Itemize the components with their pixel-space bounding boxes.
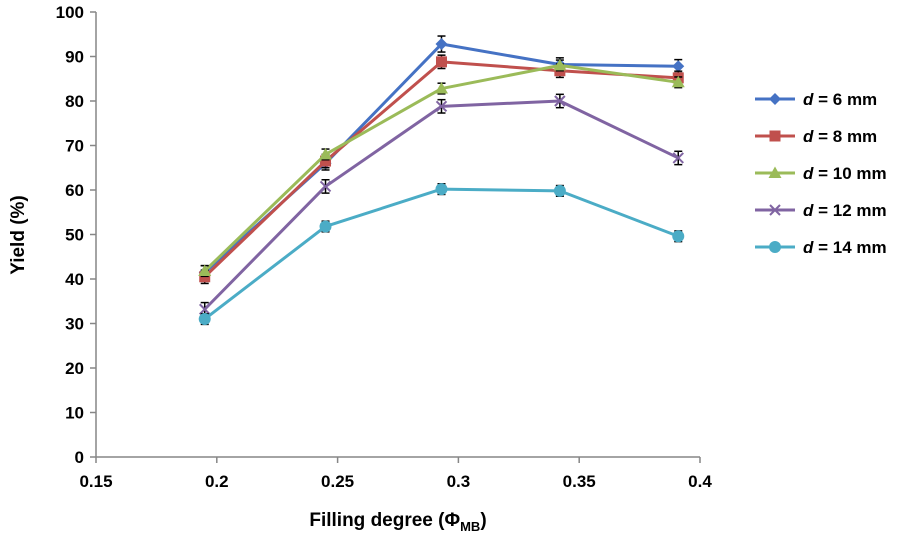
x-axis-title: Filling degree (ΦMB) bbox=[309, 510, 486, 534]
legend-marker bbox=[769, 93, 781, 105]
x-tick-label: 0.15 bbox=[79, 472, 112, 491]
data-point bbox=[554, 95, 566, 107]
data-point-stroke-b bbox=[319, 180, 332, 193]
series-4 bbox=[199, 93, 684, 317]
x-axis-title-subscript: MB bbox=[460, 519, 480, 534]
x-axis-title-main: Filling degree (Φ bbox=[309, 510, 460, 531]
x-tick-label: 0.2 bbox=[205, 472, 229, 491]
legend-label: d = 6 mm bbox=[803, 90, 877, 109]
y-tick-label: 80 bbox=[65, 92, 84, 111]
legend-label-rest: = 6 mm bbox=[813, 90, 877, 109]
legend-label-italic: d bbox=[803, 127, 814, 146]
y-tick-label: 40 bbox=[65, 270, 84, 289]
series-3 bbox=[198, 58, 685, 278]
series-line bbox=[203, 99, 679, 311]
data-point bbox=[553, 58, 567, 71]
data-point bbox=[434, 82, 448, 94]
x-tick-label: 0.4 bbox=[688, 472, 712, 491]
legend-label: d = 8 mm bbox=[803, 127, 877, 146]
legend-label-rest: = 12 mm bbox=[813, 201, 886, 220]
x-axis-title-end: ) bbox=[480, 510, 486, 531]
legend: d = 6 mmd = 8 mmd = 10 mmd = 12 mmd = 14… bbox=[755, 90, 887, 257]
data-point-stroke-b bbox=[672, 152, 684, 164]
y-tick-label: 70 bbox=[65, 137, 84, 156]
y-tick-label: 30 bbox=[65, 315, 84, 334]
data-point bbox=[199, 303, 211, 315]
legend-label-italic: d bbox=[803, 164, 814, 183]
legend-item-1: d = 6 mm bbox=[755, 90, 877, 109]
legend-item-4: d = 12 mm bbox=[755, 201, 887, 220]
x-tick-label: 0.35 bbox=[563, 472, 596, 491]
legend-item-2: d = 8 mm bbox=[755, 127, 877, 146]
x-tick-label: 0.25 bbox=[321, 472, 354, 491]
y-tick-label: 60 bbox=[65, 181, 84, 200]
legend-marker bbox=[769, 130, 781, 142]
y-axis-title: Yield (%) bbox=[8, 195, 29, 275]
legend-label: d = 10 mm bbox=[803, 164, 887, 183]
data-point bbox=[319, 220, 332, 233]
legend-label-italic: d bbox=[803, 90, 814, 109]
data-point bbox=[672, 152, 684, 164]
data-point bbox=[553, 184, 566, 197]
data-point bbox=[671, 75, 685, 88]
legend-label: d = 14 mm bbox=[803, 238, 887, 257]
legend-marker bbox=[769, 241, 781, 253]
data-point bbox=[435, 100, 448, 113]
data-point bbox=[435, 38, 448, 51]
data-point bbox=[198, 264, 212, 276]
data-point bbox=[435, 183, 448, 196]
y-tick-label: 50 bbox=[65, 226, 84, 245]
y-tick-label: 20 bbox=[65, 359, 84, 378]
y-tick-label: 100 bbox=[56, 3, 84, 22]
data-point-stroke-b bbox=[554, 95, 566, 107]
data-point bbox=[198, 313, 211, 326]
axes: 0 10 20 30 40 50 60 70 80 90 100 0.15 0.2 0.25 0.3 0.35… bbox=[56, 3, 713, 491]
x-tick-label: 0.3 bbox=[447, 472, 471, 491]
data-point bbox=[320, 155, 332, 167]
y-tick-label: 10 bbox=[65, 404, 84, 423]
data-point-stroke-b bbox=[199, 303, 211, 315]
data-point bbox=[435, 56, 447, 68]
legend-label-italic: d bbox=[803, 238, 814, 257]
legend-label-rest: = 8 mm bbox=[813, 127, 877, 146]
series-line bbox=[203, 63, 679, 273]
legend-label-rest: = 10 mm bbox=[813, 164, 886, 183]
series-layer bbox=[198, 35, 685, 326]
legend-marker-stroke-b bbox=[769, 204, 781, 216]
legend-label-italic: d bbox=[803, 201, 814, 220]
y-tick-label: 0 bbox=[75, 448, 84, 467]
y-tick-label: 90 bbox=[65, 48, 84, 67]
data-point bbox=[672, 230, 685, 243]
legend-marker bbox=[768, 166, 782, 178]
legend-item-5: d = 14 mm bbox=[755, 238, 887, 257]
legend-label: d = 12 mm bbox=[803, 201, 887, 220]
legend-label-rest: = 14 mm bbox=[813, 238, 886, 257]
data-point-stroke-b bbox=[435, 100, 448, 113]
legend-marker bbox=[769, 204, 781, 216]
series-5 bbox=[198, 183, 685, 326]
legend-item-3: d = 10 mm bbox=[755, 164, 887, 183]
data-point bbox=[319, 147, 333, 160]
data-point bbox=[672, 60, 685, 73]
data-point bbox=[319, 180, 332, 193]
